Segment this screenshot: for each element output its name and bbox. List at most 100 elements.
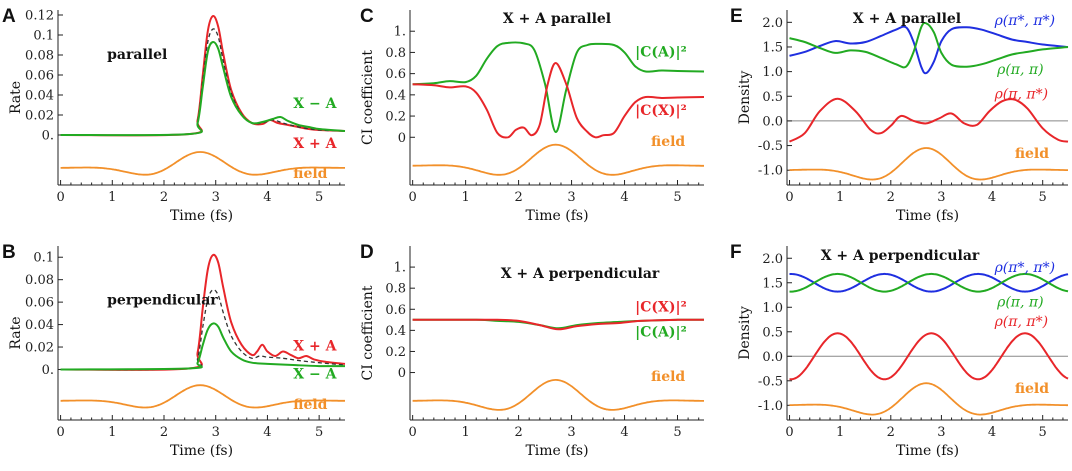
y-tick-label: -0.5 <box>758 374 783 389</box>
annotation-red: |C(X)|² <box>635 103 687 119</box>
panel-b: B 0 1 2 3 4 5 0. 0.02 0.04 0.06 0.08 0.1 Time (fs) Rat… <box>2 242 346 459</box>
y-tick-label: 0 <box>398 366 406 381</box>
panel-c: C 0 1 2 3 4 5 0 0.2 0.4 0.6 0.8 1. Time (fs) CI coeffi… <box>360 6 705 224</box>
x-tick-label: 1 <box>461 425 469 440</box>
x-tick-label: 2 <box>514 190 522 205</box>
panel-a: A 0 1 2 3 4 5 0. 0.02 0.04 0.06 0.08 0.1 0.12 Time (fs… <box>2 6 346 224</box>
field-curve <box>789 382 1069 416</box>
y-tick-label: 0.1 <box>33 251 54 266</box>
annotation-black: perpendicular <box>107 292 218 308</box>
annotation-orange: field <box>293 166 327 182</box>
y-tick-label: 1.0 <box>762 65 783 80</box>
series-line-red <box>412 61 705 139</box>
series-line-red <box>789 97 1069 143</box>
annotation-orange: field <box>1015 381 1049 397</box>
x-tick-label: 0 <box>56 425 64 440</box>
x-tick-label: 5 <box>673 425 681 440</box>
annotation-orange: field <box>1015 146 1049 162</box>
panel-title: X + A parallel <box>853 11 961 27</box>
y-tick-label: 0.12 <box>25 9 54 24</box>
x-axis-label: Time (fs) <box>170 208 233 224</box>
y-tick-label: 0.08 <box>25 273 54 288</box>
y-tick-label: 0.6 <box>385 303 406 318</box>
x-axis-label: Time (fs) <box>170 443 233 459</box>
field-curve <box>412 143 704 176</box>
y-tick-label: 0.02 <box>25 109 54 124</box>
y-tick-label: 0.5 <box>762 90 783 105</box>
x-tick-label: 0 <box>409 425 417 440</box>
panel-letter: F <box>730 242 742 263</box>
y-tick-label: 1.0 <box>762 301 783 316</box>
panel-f: F 0 1 2 3 4 5 -1.0 -0.5 0.0 0.5 1.0 1.5 2.0 Time (fs) D… <box>730 242 1069 459</box>
x-tick-label: 0 <box>785 190 793 205</box>
field-curve <box>412 378 704 411</box>
y-axis-label: Rate <box>8 81 24 114</box>
series-line-green <box>60 322 346 371</box>
panel-letter: E <box>730 6 743 27</box>
x-tick-label: 0 <box>785 425 793 440</box>
annotation-red: |C(X)|² <box>635 299 687 315</box>
y-tick-label: 2.0 <box>762 252 783 267</box>
x-tick-label: 3 <box>567 425 575 440</box>
x-tick-label: 2 <box>160 190 168 205</box>
y-tick-label: 0.6 <box>385 67 406 82</box>
y-axis-label: CI coefficient <box>360 285 376 380</box>
y-tick-label: 1. <box>394 25 406 40</box>
y-axis-label: Density <box>737 71 753 125</box>
y-tick-label: 2.0 <box>762 16 783 31</box>
y-tick-label: -1.0 <box>758 164 783 179</box>
series-line-red <box>789 332 1069 381</box>
series-line-dash <box>60 289 346 371</box>
x-tick-label: 3 <box>937 425 945 440</box>
series-line-green <box>789 21 1069 69</box>
x-tick-label: 4 <box>988 425 996 440</box>
x-tick-label: 5 <box>1039 190 1047 205</box>
x-tick-label: 4 <box>620 190 628 205</box>
y-tick-label: 0.2 <box>385 345 406 360</box>
x-tick-label: 4 <box>988 190 996 205</box>
x-tick-label: 5 <box>315 190 323 205</box>
y-tick-label: 1. <box>394 261 406 276</box>
x-tick-label: 3 <box>567 190 575 205</box>
x-tick-label: 0 <box>409 190 417 205</box>
x-tick-label: 4 <box>263 190 271 205</box>
panel-letter: B <box>2 242 16 263</box>
annotation-green: ρ(π, π) <box>996 294 1043 310</box>
y-tick-label: -1.0 <box>758 399 783 414</box>
x-tick-label: 4 <box>620 425 628 440</box>
y-tick-label: 0.8 <box>385 282 406 297</box>
y-tick-label: 0. <box>42 363 54 378</box>
x-tick-label: 4 <box>263 425 271 440</box>
field-curve <box>789 147 1068 181</box>
panel-d: D 0 1 2 3 4 5 0 0.2 0.4 0.6 0.8 1. Time (fs) CI coeffi… <box>360 242 705 459</box>
x-tick-label: 2 <box>514 425 522 440</box>
y-axis-label: Density <box>737 306 753 360</box>
series-line-red <box>60 253 346 371</box>
y-tick-label: 0.4 <box>385 88 406 103</box>
annotation-green: X − A <box>293 366 337 382</box>
y-axis-label: Rate <box>8 316 24 349</box>
annotation-red: ρ(π, π*) <box>994 314 1048 330</box>
x-tick-label: 5 <box>1039 425 1047 440</box>
y-tick-label: 0.2 <box>385 110 406 125</box>
y-tick-label: 0.0 <box>762 350 783 365</box>
y-tick-label: -0.5 <box>758 139 783 154</box>
panel-title: X + A parallel <box>503 11 611 27</box>
x-tick-label: 1 <box>836 190 844 205</box>
x-tick-label: 1 <box>108 425 116 440</box>
field-curve <box>60 384 345 409</box>
x-axis-label: Time (fs) <box>525 443 588 459</box>
y-tick-label: 0.0 <box>762 114 783 129</box>
x-tick-label: 1 <box>461 190 469 205</box>
panel-e: E 0 1 2 3 4 5 -1.0 -0.5 0.0 0.5 1.0 1.5 2.0 Time (fs) D… <box>730 6 1069 224</box>
y-tick-label: 0 <box>398 131 406 146</box>
series-line-blue <box>789 25 1069 75</box>
annotation-green: |C(A)|² <box>635 325 687 341</box>
x-tick-label: 5 <box>673 190 681 205</box>
x-tick-label: 3 <box>212 425 220 440</box>
annotation-red: X + A <box>293 338 337 354</box>
x-axis-label: Time (fs) <box>525 208 588 224</box>
series-line-green <box>60 41 346 137</box>
y-tick-label: 0.04 <box>25 89 54 104</box>
panel-title: X + A perpendicular <box>501 266 660 282</box>
